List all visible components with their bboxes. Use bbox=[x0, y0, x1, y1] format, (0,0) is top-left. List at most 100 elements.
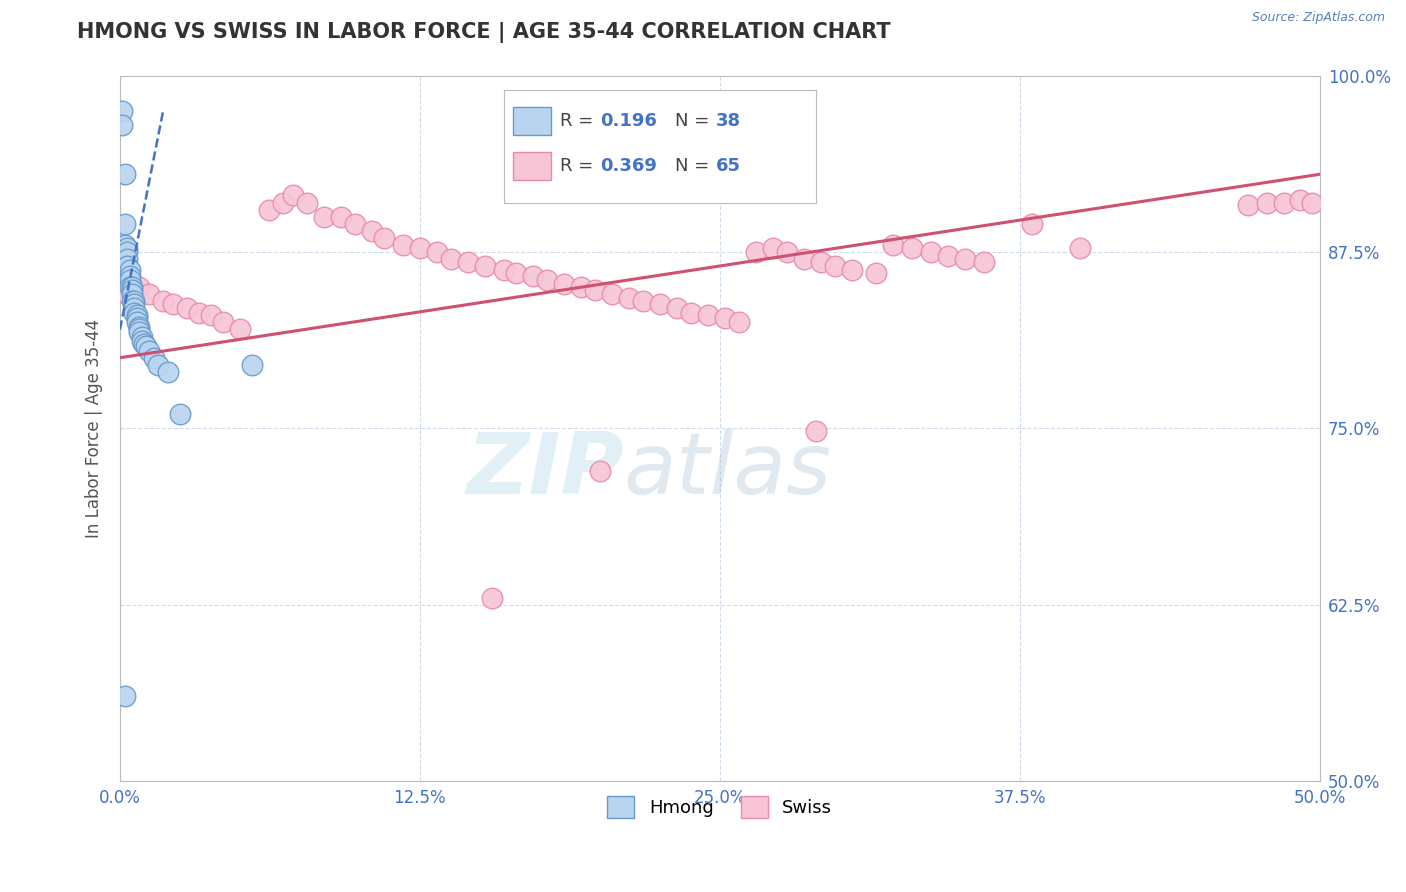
Point bbox=[312, 210, 335, 224]
Point bbox=[329, 210, 352, 224]
Point bbox=[114, 217, 136, 231]
Point bbox=[125, 311, 148, 326]
Point bbox=[665, 301, 688, 316]
Point bbox=[865, 266, 887, 280]
Point bbox=[148, 358, 170, 372]
Point bbox=[920, 244, 942, 259]
Point bbox=[142, 351, 165, 365]
Point bbox=[188, 305, 211, 319]
Point bbox=[176, 301, 198, 316]
Point bbox=[114, 237, 136, 252]
Point bbox=[212, 315, 235, 329]
Point bbox=[125, 309, 148, 323]
Point bbox=[114, 690, 136, 704]
Legend: Hmong, Swiss: Hmong, Swiss bbox=[600, 789, 839, 825]
Point bbox=[536, 273, 558, 287]
Point bbox=[409, 241, 432, 255]
Point bbox=[824, 259, 846, 273]
Point bbox=[392, 237, 415, 252]
Point bbox=[762, 241, 785, 255]
Point bbox=[121, 283, 143, 297]
Point bbox=[124, 305, 146, 319]
Point bbox=[696, 309, 718, 323]
Point bbox=[522, 268, 544, 283]
Point bbox=[118, 263, 141, 277]
Point bbox=[169, 407, 191, 421]
Point bbox=[936, 249, 959, 263]
Point bbox=[474, 259, 496, 273]
Point bbox=[953, 252, 976, 266]
Point bbox=[505, 266, 527, 280]
Point bbox=[281, 188, 304, 202]
Text: HMONG VS SWISS IN LABOR FORCE | AGE 35-44 CORRELATION CHART: HMONG VS SWISS IN LABOR FORCE | AGE 35-4… bbox=[77, 22, 891, 44]
Point bbox=[111, 118, 134, 132]
Point bbox=[361, 224, 384, 238]
Point bbox=[728, 315, 751, 329]
Point bbox=[200, 309, 222, 323]
Text: atlas: atlas bbox=[624, 429, 832, 512]
Point bbox=[1069, 241, 1091, 255]
Point bbox=[118, 268, 141, 283]
Point bbox=[125, 315, 148, 329]
Point bbox=[1272, 195, 1295, 210]
Point bbox=[617, 292, 640, 306]
Point bbox=[118, 273, 141, 287]
Point bbox=[115, 259, 138, 273]
Point bbox=[128, 280, 150, 294]
Point bbox=[128, 326, 150, 340]
Point bbox=[1236, 198, 1258, 212]
Point bbox=[679, 305, 702, 319]
Point bbox=[124, 301, 146, 316]
Point bbox=[631, 294, 654, 309]
Point bbox=[114, 167, 136, 181]
Y-axis label: In Labor Force | Age 35-44: In Labor Force | Age 35-44 bbox=[86, 318, 103, 538]
Point bbox=[138, 287, 160, 301]
Point bbox=[776, 244, 799, 259]
Point bbox=[882, 237, 904, 252]
Point bbox=[973, 254, 995, 268]
Point bbox=[1021, 217, 1043, 231]
Point bbox=[793, 252, 815, 266]
Point bbox=[115, 244, 138, 259]
Point bbox=[648, 297, 671, 311]
Point bbox=[128, 322, 150, 336]
Point bbox=[121, 294, 143, 309]
Point bbox=[152, 294, 174, 309]
Point bbox=[131, 334, 153, 348]
Point bbox=[115, 252, 138, 266]
Point bbox=[1256, 195, 1278, 210]
Point bbox=[900, 241, 922, 255]
Point bbox=[124, 297, 146, 311]
Point bbox=[481, 591, 503, 605]
Point bbox=[440, 252, 463, 266]
Point bbox=[229, 322, 252, 336]
Point bbox=[118, 280, 141, 294]
Point bbox=[569, 280, 592, 294]
Point bbox=[426, 244, 449, 259]
Point bbox=[373, 231, 395, 245]
Point bbox=[457, 254, 479, 268]
Point bbox=[492, 263, 515, 277]
Point bbox=[810, 254, 832, 268]
Point bbox=[132, 336, 155, 351]
Text: Source: ZipAtlas.com: Source: ZipAtlas.com bbox=[1251, 11, 1385, 24]
Point bbox=[583, 283, 606, 297]
Point bbox=[841, 263, 863, 277]
Point bbox=[135, 339, 157, 353]
Point bbox=[804, 424, 827, 438]
Point bbox=[257, 202, 280, 217]
Text: ZIP: ZIP bbox=[467, 429, 624, 512]
Point bbox=[121, 287, 143, 301]
Point bbox=[121, 280, 143, 294]
Point bbox=[1301, 195, 1323, 210]
Point bbox=[131, 329, 153, 343]
Point bbox=[115, 241, 138, 255]
Point bbox=[745, 244, 768, 259]
Point bbox=[124, 294, 146, 309]
Point bbox=[138, 343, 160, 358]
Point bbox=[115, 287, 138, 301]
Point bbox=[600, 287, 623, 301]
Point bbox=[713, 311, 735, 326]
Point bbox=[240, 358, 263, 372]
Point bbox=[1289, 193, 1312, 207]
